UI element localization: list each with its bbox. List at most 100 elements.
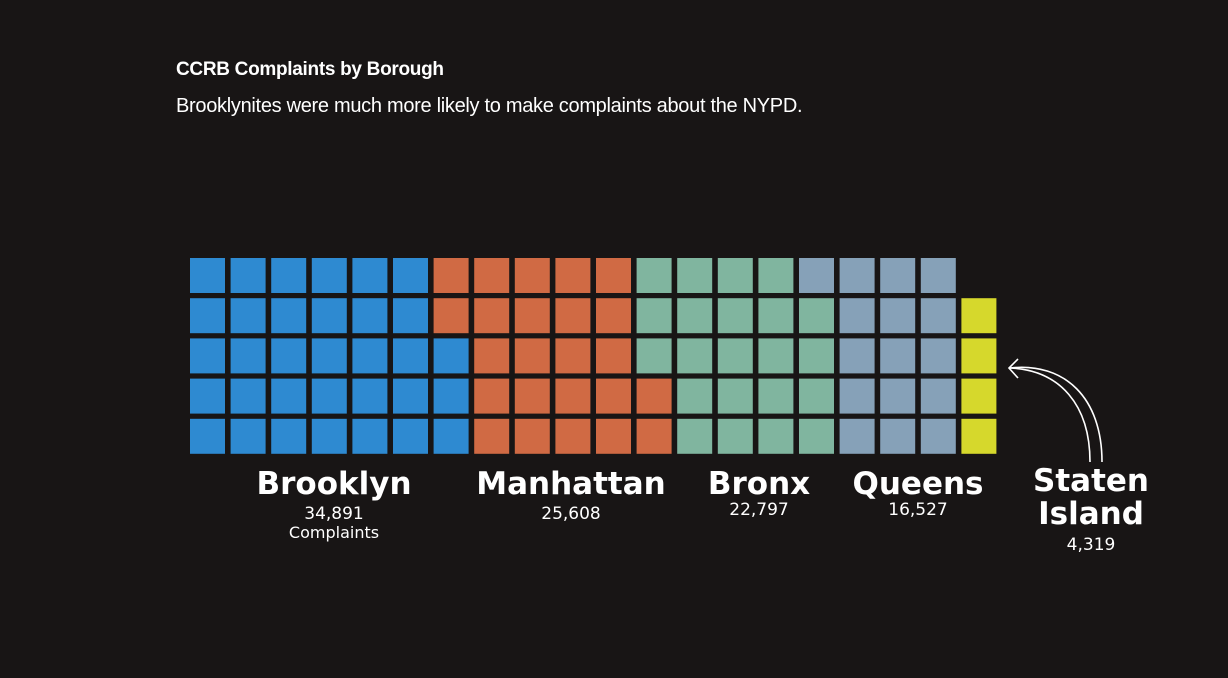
waffle-square-queens — [920, 378, 956, 414]
borough-count-queens: 16,527 — [888, 500, 947, 520]
waffle-square-manhattan — [636, 378, 672, 414]
chart-subtitle: Brooklynites were much more likely to ma… — [176, 95, 803, 117]
waffle-square-queens — [880, 378, 916, 414]
staten-island-arrow — [1007, 358, 1103, 463]
waffle-square-brooklyn — [311, 298, 347, 334]
waffle-square-queens — [839, 298, 875, 334]
waffle-square-manhattan — [514, 378, 550, 414]
waffle-square-brooklyn — [433, 418, 469, 454]
waffle-square-brooklyn — [230, 378, 266, 414]
waffle-square-queens — [880, 298, 916, 334]
waffle-square-bronx — [758, 338, 794, 374]
waffle-square-brooklyn — [190, 378, 225, 414]
waffle-square-manhattan — [636, 418, 672, 454]
waffle-square-brooklyn — [393, 298, 428, 334]
waffle-square-brooklyn — [393, 418, 428, 454]
waffle-square-manhattan — [555, 298, 591, 334]
waffle-square-queens — [839, 418, 875, 454]
waffle-square-manhattan — [433, 298, 469, 334]
waffle-square-manhattan — [596, 258, 631, 293]
waffle-square-brooklyn — [190, 258, 225, 293]
waffle-square-bronx — [677, 258, 713, 293]
waffle-square-brooklyn — [311, 418, 347, 454]
borough-name-bronx: Bronx — [708, 466, 810, 502]
waffle-square-staten-island — [961, 378, 997, 414]
waffle-square-bronx — [677, 418, 713, 454]
waffle-square-brooklyn — [433, 338, 469, 374]
borough-count-bronx: 22,797 — [729, 500, 788, 520]
waffle-square-manhattan — [514, 258, 550, 293]
waffle-square-queens — [920, 418, 956, 454]
waffle-square-brooklyn — [190, 298, 225, 334]
waffle-square-queens — [920, 298, 956, 334]
waffle-square-brooklyn — [271, 298, 307, 334]
waffle-square-brooklyn — [271, 258, 307, 293]
waffle-square-brooklyn — [393, 258, 428, 293]
waffle-squares — [190, 258, 997, 454]
waffle-square-manhattan — [555, 418, 591, 454]
complaints-unit-label: Complaints — [289, 523, 379, 542]
waffle-square-manhattan — [474, 418, 510, 454]
waffle-square-bronx — [717, 338, 753, 374]
waffle-square-bronx — [636, 338, 672, 374]
borough-name-staten-island: Staten — [1033, 463, 1149, 499]
waffle-square-queens — [880, 258, 916, 293]
waffle-square-bronx — [677, 338, 713, 374]
waffle-square-brooklyn — [352, 258, 388, 293]
waffle-square-manhattan — [474, 378, 510, 414]
chart-title: CCRB Complaints by Borough — [176, 59, 444, 80]
waffle-square-queens — [880, 418, 916, 454]
waffle-square-bronx — [799, 298, 834, 334]
borough-name-queens: Queens — [853, 466, 984, 502]
borough-count-brooklyn: 34,891 — [304, 504, 363, 524]
waffle-square-queens — [839, 338, 875, 374]
borough-count-staten-island: 4,319 — [1067, 535, 1116, 555]
waffle-square-brooklyn — [433, 378, 469, 414]
waffle-square-manhattan — [596, 298, 631, 334]
waffle-square-manhattan — [514, 418, 550, 454]
waffle-square-bronx — [758, 378, 794, 414]
waffle-square-brooklyn — [311, 378, 347, 414]
waffle-square-bronx — [636, 298, 672, 334]
waffle-square-manhattan — [596, 378, 631, 414]
waffle-square-bronx — [677, 298, 713, 334]
waffle-square-manhattan — [596, 418, 631, 454]
waffle-square-staten-island — [961, 338, 997, 374]
waffle-square-bronx — [717, 378, 753, 414]
waffle-square-brooklyn — [190, 418, 225, 454]
waffle-square-bronx — [758, 258, 794, 293]
borough-name-brooklyn: Brooklyn — [256, 466, 411, 502]
borough-count-manhattan: 25,608 — [541, 504, 600, 524]
waffle-square-brooklyn — [352, 298, 388, 334]
waffle-square-manhattan — [514, 338, 550, 374]
waffle-square-brooklyn — [352, 378, 388, 414]
waffle-square-brooklyn — [311, 258, 347, 293]
waffle-square-bronx — [758, 418, 794, 454]
waffle-square-bronx — [717, 258, 753, 293]
waffle-square-manhattan — [514, 298, 550, 334]
waffle-square-queens — [880, 338, 916, 374]
waffle-square-brooklyn — [230, 298, 266, 334]
waffle-square-bronx — [677, 378, 713, 414]
waffle-square-queens — [920, 338, 956, 374]
waffle-square-manhattan — [555, 338, 591, 374]
waffle-square-brooklyn — [230, 258, 266, 293]
waffle-square-brooklyn — [230, 418, 266, 454]
waffle-square-manhattan — [474, 258, 510, 293]
waffle-square-manhattan — [433, 258, 469, 293]
waffle-square-brooklyn — [271, 338, 307, 374]
waffle-square-bronx — [636, 258, 672, 293]
waffle-square-bronx — [717, 298, 753, 334]
waffle-square-brooklyn — [271, 378, 307, 414]
waffle-square-bronx — [717, 418, 753, 454]
waffle-square-bronx — [799, 378, 834, 414]
waffle-square-brooklyn — [393, 378, 428, 414]
waffle-square-queens — [839, 378, 875, 414]
waffle-square-queens — [799, 258, 834, 293]
waffle-square-bronx — [758, 298, 794, 334]
waffle-square-manhattan — [596, 338, 631, 374]
waffle-square-staten-island — [961, 298, 997, 334]
waffle-square-staten-island — [961, 418, 997, 454]
waffle-square-brooklyn — [271, 418, 307, 454]
